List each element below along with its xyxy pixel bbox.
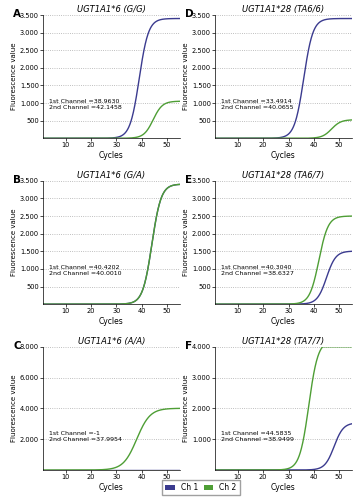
Text: D: D [185, 9, 194, 19]
X-axis label: Cycles: Cycles [271, 151, 296, 160]
Y-axis label: Fluorescence value: Fluorescence value [183, 208, 189, 276]
Title: UGT1A1*28 (TA6/7): UGT1A1*28 (TA6/7) [242, 171, 325, 180]
Y-axis label: Fluorescence value: Fluorescence value [11, 208, 17, 276]
X-axis label: Cycles: Cycles [271, 317, 296, 326]
Title: UGT1A1*6 (G/A): UGT1A1*6 (G/A) [77, 171, 145, 180]
X-axis label: Cycles: Cycles [271, 483, 296, 492]
Text: F: F [185, 340, 192, 350]
Text: 1st Channel =44.5835
2nd Channel =38.9499: 1st Channel =44.5835 2nd Channel =38.949… [221, 430, 294, 442]
X-axis label: Cycles: Cycles [99, 151, 124, 160]
Text: 1st Channel =40.3040
2nd Channel =38.6327: 1st Channel =40.3040 2nd Channel =38.632… [221, 264, 294, 276]
Legend: Ch 1, Ch 2: Ch 1, Ch 2 [162, 480, 240, 495]
Title: UGT1A1*28 (TA6/6): UGT1A1*28 (TA6/6) [242, 5, 325, 14]
Y-axis label: Fluorescence value: Fluorescence value [183, 43, 189, 110]
Text: 1st Channel =33.4914
2nd Channel =40.0655: 1st Channel =33.4914 2nd Channel =40.065… [221, 99, 293, 110]
Text: A: A [13, 9, 21, 19]
Title: UGT1A1*6 (G/G): UGT1A1*6 (G/G) [77, 5, 146, 14]
Y-axis label: Fluorescence value: Fluorescence value [11, 43, 17, 110]
Title: UGT1A1*28 (TA7/7): UGT1A1*28 (TA7/7) [242, 337, 325, 346]
Text: B: B [13, 174, 21, 184]
Text: 1st Channel =-1
2nd Channel =37.9954: 1st Channel =-1 2nd Channel =37.9954 [48, 430, 122, 442]
X-axis label: Cycles: Cycles [99, 317, 124, 326]
Text: 1st Channel =38.9630
2nd Channel =42.1458: 1st Channel =38.9630 2nd Channel =42.145… [48, 99, 121, 110]
Text: 1st Channel =40.4202
2nd Channel =40.0010: 1st Channel =40.4202 2nd Channel =40.001… [48, 264, 121, 276]
Title: UGT1A1*6 (A/A): UGT1A1*6 (A/A) [78, 337, 145, 346]
Y-axis label: Fluorescence value: Fluorescence value [183, 374, 189, 442]
Text: C: C [13, 340, 20, 350]
X-axis label: Cycles: Cycles [99, 483, 124, 492]
Text: E: E [185, 174, 192, 184]
Y-axis label: Fluorescence value: Fluorescence value [11, 374, 17, 442]
